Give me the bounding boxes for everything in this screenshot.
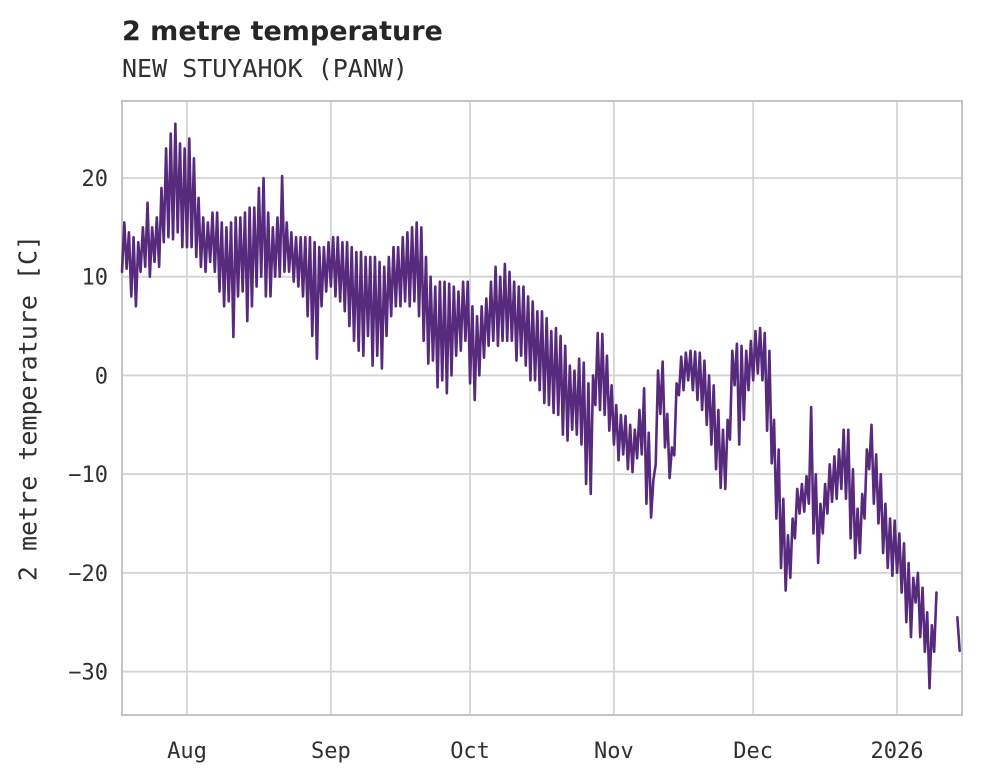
temperature-line (956, 615, 961, 653)
temperature-line (120, 122, 938, 690)
y-tick-label: 0 (95, 364, 108, 389)
x-tick-label: Nov (594, 739, 634, 764)
chart-subtitle: NEW STUYAHOK (PANW) (122, 54, 408, 83)
y-tick-label: 10 (82, 266, 109, 291)
x-tick-label: Oct (450, 739, 490, 764)
y-tick-label: 20 (82, 167, 109, 192)
y-tick-label: −30 (68, 661, 108, 686)
y-tick-label: −20 (68, 562, 108, 587)
x-tick-label: Sep (311, 739, 351, 764)
x-tick-label: Aug (167, 739, 207, 764)
y-tick-label: −10 (68, 463, 108, 488)
x-tick-label: 2026 (871, 739, 924, 764)
plot-border (121, 100, 963, 716)
chart-title: 2 metre temperature (122, 16, 443, 47)
x-tick-label: Dec (733, 739, 773, 764)
